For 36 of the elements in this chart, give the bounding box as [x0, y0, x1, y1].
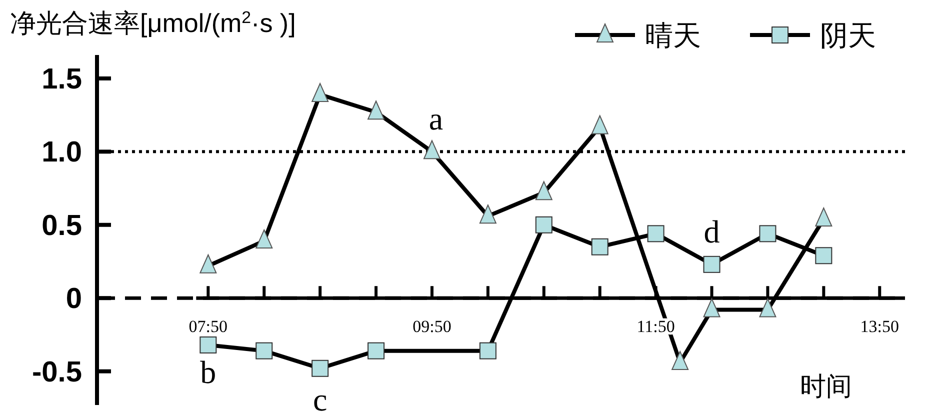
point	[535, 216, 552, 234]
y-tick-label: 1.5	[42, 63, 82, 96]
y-axis-title: 净光合速率[μmol/(m$^{2}$·s )]	[10, 8, 296, 38]
point	[591, 238, 608, 256]
x-axis-title: 时间	[800, 371, 852, 401]
x-tick-label: 07:50	[188, 317, 228, 336]
point	[423, 140, 440, 160]
y-tick-label: 0.5	[42, 210, 82, 242]
x-tick-label: 13:50	[860, 317, 899, 336]
point	[256, 229, 273, 248]
point	[200, 336, 217, 354]
point	[703, 256, 720, 273]
point	[200, 254, 217, 274]
point	[535, 181, 552, 200]
point	[647, 225, 664, 242]
point	[815, 208, 832, 227]
point	[759, 225, 776, 242]
annotation: a	[428, 100, 444, 137]
legend-label: 晴天	[645, 20, 701, 51]
point	[312, 83, 329, 102]
annotation: c	[312, 381, 328, 418]
y-tick-label: 0	[66, 283, 82, 316]
point	[479, 204, 496, 224]
annotation: d	[704, 213, 720, 250]
y-tick-label: -0.5	[32, 356, 82, 388]
point	[368, 342, 385, 360]
point	[312, 360, 329, 377]
x-tick-label: 09:50	[412, 317, 452, 336]
point	[815, 247, 832, 264]
point	[368, 100, 385, 120]
point	[479, 342, 496, 360]
annotation: b	[200, 354, 216, 390]
point	[591, 115, 608, 134]
y-tick-label: 1.0	[42, 136, 82, 169]
point	[256, 342, 273, 360]
legend-label: 阴天	[820, 20, 876, 51]
